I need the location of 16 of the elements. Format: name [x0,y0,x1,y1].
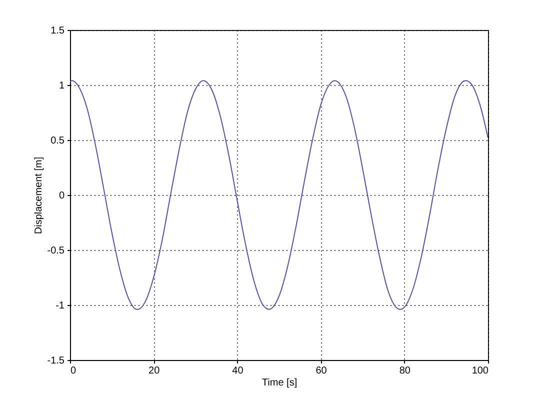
y-tick-label: 0.5 [50,136,65,146]
y-tick-label: 1 [58,80,65,92]
x-tick-label: 0 [70,366,76,376]
x-tick-label: 60 [316,366,328,376]
y-axis-title: Displacement [m] [33,156,44,234]
y-tick-label: -1 [56,300,65,312]
y-tick-label: 0 [58,190,65,202]
x-tick-label: 40 [232,366,244,376]
x-axis-title: Time [s] [262,378,298,388]
x-tick-label: 100 [472,366,489,376]
x-tick-label: 80 [399,366,411,376]
y-tick-label: -1.5 [47,356,65,366]
y-tick-label: -0.5 [47,246,65,256]
x-tick-label: 20 [148,366,160,376]
y-tick-label: 1.5 [50,26,65,36]
line-series [70,80,488,310]
